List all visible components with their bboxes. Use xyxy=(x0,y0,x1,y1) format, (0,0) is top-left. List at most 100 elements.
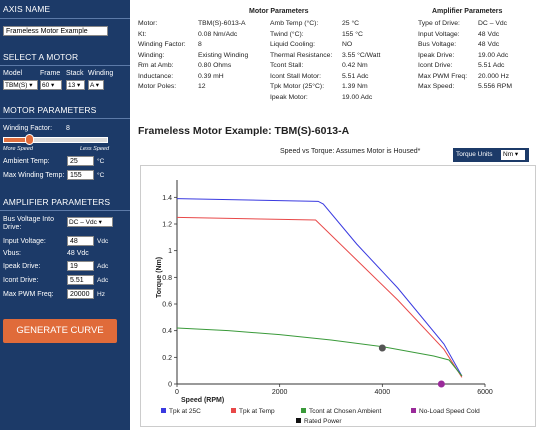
bus-voltage-label: Bus Voltage Into xyxy=(3,216,54,223)
amp-param-label: Bus Voltage: xyxy=(418,41,457,48)
speed-torque-chart: 0 0.2 0.4 0.6 0.8 1 1.2 1.4 0 2000 4000 6000 Speed (… xyxy=(156,180,493,425)
legend-label: No-Load Speed Cold xyxy=(419,408,480,415)
motor-param-label: Rm at Amb: xyxy=(138,62,174,69)
amp-param-value: 19.00 Adc xyxy=(478,51,509,59)
x-tick-label: 4000 xyxy=(375,389,391,396)
generate-curve-button[interactable]: GENERATE CURVE xyxy=(3,319,117,343)
motor-param-value: 25 °C xyxy=(342,20,360,27)
legend-swatch xyxy=(301,408,306,413)
motor-param-value: 3.55 °C/Watt xyxy=(342,51,381,59)
divider xyxy=(0,18,130,19)
torque-units-select[interactable]: Nm ▾ xyxy=(501,150,525,160)
data-point xyxy=(437,380,445,388)
axis-name-heading: AXIS NAME xyxy=(3,4,51,14)
max-winding-temp-input[interactable]: 155 xyxy=(67,170,94,180)
amp-param-label: Max Speed: xyxy=(418,83,455,90)
motor-param-label: Winding Factor: xyxy=(138,41,186,48)
divider xyxy=(0,118,130,119)
icont-drive-input[interactable]: 5.51 xyxy=(67,275,94,285)
icont-drive-label: Icont Drive: xyxy=(3,277,39,284)
x-tick-label: 2000 xyxy=(272,389,288,396)
chart-subtitle: Speed vs Torque: Assumes Motor is Housed… xyxy=(280,148,421,155)
divider xyxy=(0,210,130,211)
x-axis-label: Speed (RPM) xyxy=(181,397,224,404)
bus-voltage-select[interactable]: DC – Vdc ▾ xyxy=(67,217,113,227)
ambient-temp-label: Ambient Temp: xyxy=(3,158,50,165)
winding-factor-value: 8 xyxy=(66,125,70,132)
y-tick-label: 1.4 xyxy=(162,195,172,202)
winding-factor-slider[interactable] xyxy=(3,137,108,143)
ipeak-drive-unit: Adc xyxy=(97,263,109,270)
motor-parameters-title: Motor Parameters xyxy=(249,8,309,15)
slider-fill xyxy=(4,138,31,142)
motor-param-label: Kt: xyxy=(138,30,147,38)
series-line xyxy=(176,216,463,378)
motor-param-label: Motor Poles: xyxy=(138,83,177,90)
motor-param-label: Tpk Motor (25°C): xyxy=(270,83,325,90)
motor-param-label: Icont Stall Motor: xyxy=(270,72,321,80)
frame-select[interactable]: 60 ▾ xyxy=(40,80,62,90)
x-tick-label: 0 xyxy=(175,389,179,396)
stack-select[interactable]: 13 ▾ xyxy=(66,80,85,90)
amplifier-parameters-heading: AMPLIFIER PARAMETERS xyxy=(3,197,111,207)
winding-select[interactable]: A ▾ xyxy=(88,80,104,90)
max-pwm-unit: Hz xyxy=(97,291,105,298)
motor-param-value: 1.39 Nm xyxy=(342,83,368,90)
motor-param-value: Existing Winding xyxy=(198,51,249,59)
motor-param-value: 0.80 Ohms xyxy=(198,62,232,69)
motor-param-value: 19.00 Adc xyxy=(342,93,373,101)
series-line xyxy=(176,327,463,377)
motor-param-value: NO xyxy=(342,41,353,48)
legend-swatch xyxy=(296,418,301,423)
amp-param-value: 5.556 RPM xyxy=(478,83,513,90)
axis-name-input[interactable]: Frameless Motor Example xyxy=(3,26,108,36)
motor-param-value: 5.51 Adc xyxy=(342,72,369,80)
amp-param-label: Max PWM Freq: xyxy=(418,72,468,80)
legend-label: Tcont at Chosen Ambient xyxy=(309,408,381,415)
input-voltage-label: Input Voltage: xyxy=(3,238,46,245)
amp-param-label: Type of Drive: xyxy=(418,20,460,27)
winding-factor-label: Winding Factor: xyxy=(3,125,53,132)
amp-param-value: 20.000 Hz xyxy=(478,72,509,80)
chart-panel: 0 0.2 0.4 0.6 0.8 1 1.2 1.4 0 2000 4000 6000 Speed (… xyxy=(140,165,536,427)
ambient-temp-input[interactable]: 25 xyxy=(67,156,94,166)
motor-param-label: Liquid Cooling: xyxy=(270,41,315,48)
motor-param-label: Thermal Resistance: xyxy=(270,51,333,59)
model-select[interactable]: TBM(S) ▾ xyxy=(3,80,38,90)
amp-param-value: 48 Vdc xyxy=(478,41,500,48)
y-axis-label: Torque (Nm) xyxy=(156,257,163,298)
max-pwm-input[interactable]: 20000 xyxy=(67,289,94,299)
y-tick-label: 0.4 xyxy=(162,328,172,335)
y-tick-label: 0 xyxy=(168,382,172,389)
max-pwm-label: Max PWM Freq: xyxy=(3,291,54,298)
legend-label: Tpk at Temp xyxy=(239,408,275,415)
ipeak-drive-input[interactable]: 19 xyxy=(67,261,94,271)
model-label: Model xyxy=(3,70,23,77)
input-voltage-input[interactable]: 48 xyxy=(67,236,94,246)
ambient-temp-unit: °C xyxy=(97,158,105,165)
motor-param-label: Inductance: xyxy=(138,72,174,80)
motor-param-label: Motor: xyxy=(138,20,158,27)
legend-label: Tpk at 25C xyxy=(169,408,201,415)
motor-param-label: Tcont Stall: xyxy=(270,62,304,69)
input-voltage-unit: Vdc xyxy=(97,238,109,245)
icont-drive-unit: Adc xyxy=(97,277,109,284)
motor-param-value: 0.39 mH xyxy=(198,72,224,80)
legend-label: Rated Power xyxy=(304,418,342,425)
vbus-label: Vbus: xyxy=(3,250,21,257)
legend-swatch xyxy=(231,408,236,413)
amp-param-label: Input Voltage: xyxy=(418,30,460,38)
bus-voltage-label-line2: Drive: xyxy=(3,224,22,231)
slider-thumb[interactable] xyxy=(25,134,35,145)
y-tick-label: 1.2 xyxy=(162,222,172,229)
torque-units-control: Torque Units Nm ▾ xyxy=(453,148,529,162)
more-speed-label: More Speed xyxy=(3,146,33,152)
motor-parameters-heading: MOTOR PARAMETERS xyxy=(3,105,97,115)
amp-param-label: Ipeak Drive: xyxy=(418,51,455,59)
max-winding-temp-unit: °C xyxy=(97,172,105,179)
divider xyxy=(0,65,130,66)
y-tick-label: 0.6 xyxy=(162,302,172,309)
motor-param-value: 0.42 Nm xyxy=(342,62,368,69)
select-motor-heading: SELECT A MOTOR xyxy=(3,52,79,62)
ipeak-drive-label: Ipeak Drive: xyxy=(3,263,41,270)
